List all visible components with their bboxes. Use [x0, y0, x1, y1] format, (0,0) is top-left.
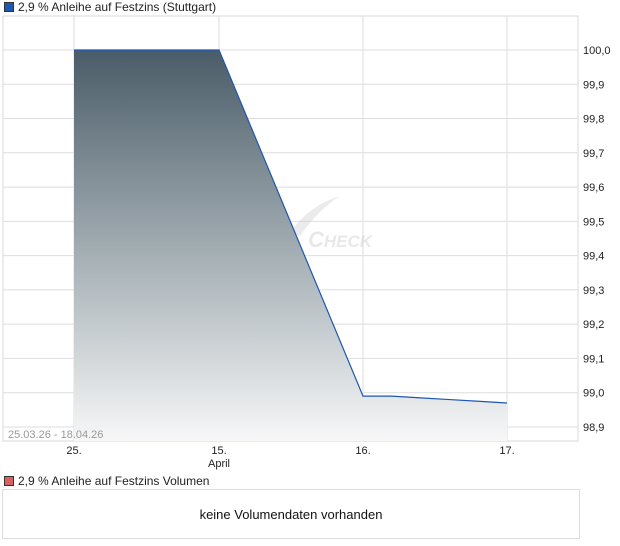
volume-legend: 2,9 % Anleihe auf Festzins Volumen — [4, 474, 209, 488]
price-chart: CHECK 100,0 99,9 99,8 99,7 99,6 99,5 99,4 99,3 9… — [2, 15, 611, 470]
y-tick-label: 99,7 — [583, 148, 604, 160]
price-legend-swatch — [4, 2, 14, 12]
volume-legend-swatch — [4, 476, 14, 486]
y-tick-label: 99,0 — [583, 388, 604, 400]
y-tick-label: 99,8 — [583, 114, 604, 126]
y-tick-label: 98,9 — [583, 422, 604, 434]
x-month-label: April — [208, 458, 230, 470]
y-tick-label: 100,0 — [583, 45, 611, 57]
y-tick-label: 99,5 — [583, 216, 604, 228]
x-tick-label: 16. — [355, 445, 370, 457]
price-area — [74, 50, 507, 441]
y-tick-label: 99,1 — [583, 353, 604, 365]
y-tick-label: 99,2 — [583, 319, 604, 331]
x-tick-label: 25. — [66, 445, 81, 457]
y-tick-label: 99,4 — [583, 251, 604, 263]
price-line — [74, 49, 508, 404]
x-tick-label: 17. — [499, 445, 514, 457]
volume-panel: keine Volumendaten vorhanden — [2, 489, 580, 539]
price-legend-label: 2,9 % Anleihe auf Festzins (Stuttgart) — [18, 0, 217, 14]
y-tick-label: 99,9 — [583, 79, 604, 91]
x-tick-label: 15. — [211, 445, 226, 457]
y-tick-label: 99,3 — [583, 285, 604, 297]
watermark-logo: CHECK — [290, 196, 374, 252]
date-range-label: 25.03.26 - 18.04.26 — [8, 429, 103, 441]
price-legend: 2,9 % Anleihe auf Festzins (Stuttgart) — [4, 0, 216, 14]
y-tick-label: 99,6 — [583, 182, 604, 194]
volume-legend-label: 2,9 % Anleihe auf Festzins Volumen — [18, 474, 210, 488]
svg-text:CHECK: CHECK — [308, 227, 374, 252]
volume-empty-message: keine Volumendaten vorhanden — [199, 506, 383, 522]
